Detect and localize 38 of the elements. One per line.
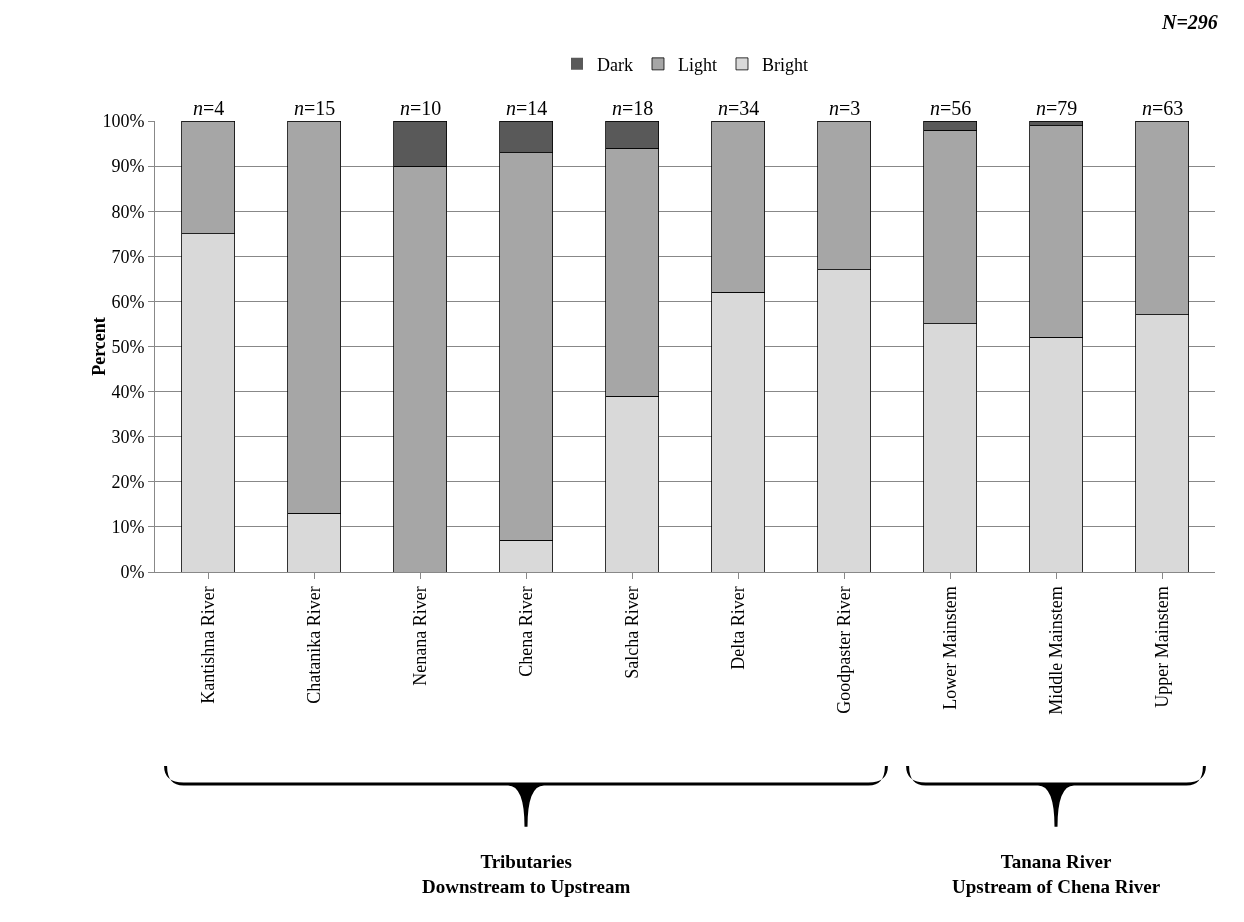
y-tick-label: 70% <box>111 246 145 267</box>
x-tick-label: Lower Mainstem <box>939 586 960 710</box>
y-tick-label: 60% <box>111 291 145 312</box>
y-tick-label: 80% <box>111 201 145 222</box>
y-axis-title: Percent <box>89 317 110 376</box>
annotation: n=34 <box>718 97 760 119</box>
annotation: n=63 <box>1142 97 1184 119</box>
x-tick-label: Middle Mainstem <box>1045 586 1066 715</box>
legend-label: Dark <box>597 54 633 75</box>
annotation: n=14 <box>506 97 548 119</box>
annotation: n=79 <box>1036 97 1078 119</box>
y-tick-label: 90% <box>111 156 145 177</box>
y-tick-label: 20% <box>111 472 145 493</box>
x-tick-label: Upper Mainstem <box>1151 586 1172 708</box>
annotation: n=18 <box>612 97 654 119</box>
annotation: n=56 <box>930 97 972 119</box>
annotation: n=4 <box>193 97 225 119</box>
annotation: n=15 <box>294 97 336 119</box>
text: Tanana River Upstream of Chena River <box>952 851 1161 897</box>
annotation: n=10 <box>400 97 442 119</box>
y-tick-label: 100% <box>102 111 145 132</box>
legend-label: Bright <box>761 54 808 75</box>
legend-label: Light <box>677 54 717 75</box>
x-tick-label: Chena River <box>515 586 536 677</box>
x-tick-label: Salcha River <box>621 586 642 679</box>
y-tick-label: 50% <box>111 336 145 357</box>
x-tick-label: Delta River <box>727 586 748 670</box>
y-tick-label: 30% <box>111 427 145 447</box>
x-tick-label: Kantishna River <box>197 586 218 704</box>
x-tick-label: Goodpaster River <box>833 586 854 714</box>
y-tick-label: 0% <box>120 562 145 583</box>
y-tick-label: 10% <box>111 517 145 538</box>
y-tick-label: 40% <box>111 381 145 402</box>
x-tick-label: Chatanika River <box>303 586 324 704</box>
text: Tributaries Downstream to Upstream <box>422 851 631 897</box>
annotation: n=3 <box>829 97 861 119</box>
text: N=296 <box>1161 11 1218 33</box>
x-tick-label: Nenana River <box>409 586 430 686</box>
